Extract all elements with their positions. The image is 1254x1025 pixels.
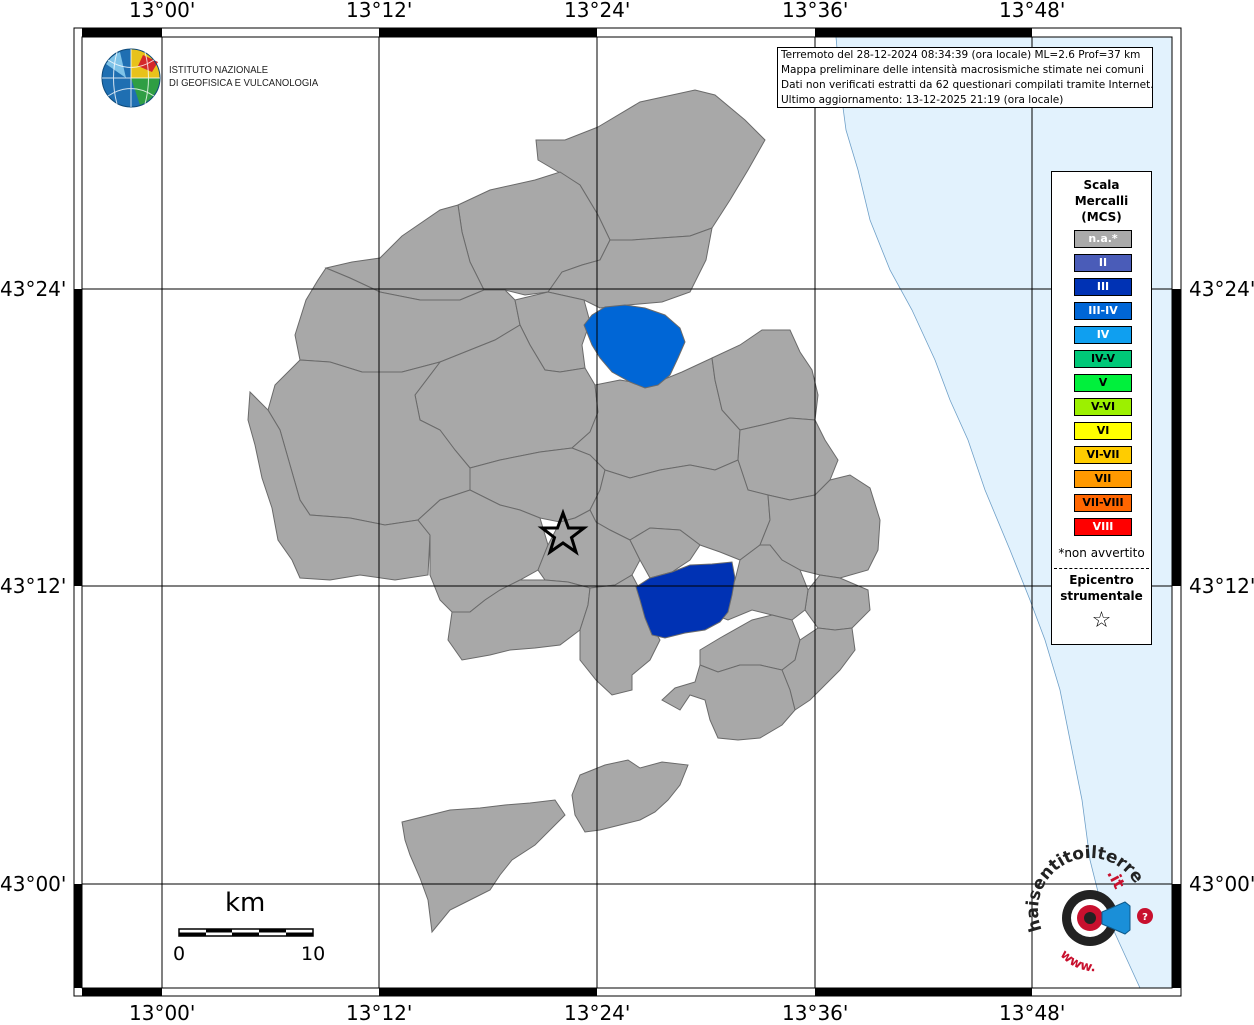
map-frame: [73, 27, 1182, 997]
lon-label-top-3: 13°24': [564, 0, 631, 22]
event-info-box: Terremoto del 28-12-2024 08:34:39 (ora l…: [777, 47, 1153, 108]
comuni-not-felt: [247, 89, 881, 934]
lat-label-left-2: 43°12': [0, 574, 67, 598]
lon-label-top-1: 13°00': [129, 0, 196, 22]
scale-unit: km: [225, 888, 266, 918]
legend-swatch-12: VIII: [1074, 518, 1132, 536]
lon-label-top-2: 13°12': [346, 0, 413, 22]
lon-label-top-5: 13°48': [999, 0, 1066, 22]
lon-label-bottom-2: 13°12': [346, 1001, 413, 1025]
legend-note: *non avvertito: [1058, 546, 1145, 560]
legend-epicenter-line2: strumentale: [1060, 589, 1143, 603]
legend-title-line1: Scala: [1083, 178, 1120, 192]
scale-bar: [178, 928, 314, 937]
ingv-logo-line2: DI GEOFISICA E VULCANOLOGIA: [169, 77, 319, 89]
legend-swatch-7: V-VI: [1074, 398, 1132, 416]
lat-label-left-1: 43°24': [0, 277, 67, 301]
scale-end: 10: [301, 943, 326, 965]
legend-title: Scala Mercalli (MCS): [1052, 177, 1151, 225]
legend-swatch-4: IV: [1074, 326, 1132, 344]
scale-start: 0: [173, 943, 186, 965]
legend-swatch-10: VII: [1074, 470, 1132, 488]
ingv-globe-icon: [101, 48, 161, 108]
legend-swatch-5: IV-V: [1074, 350, 1132, 368]
legend-title-line3: (MCS): [1081, 210, 1122, 224]
graticule: [82, 37, 1172, 988]
event-info-line3: Dati non verificati estratti da 62 quest…: [781, 79, 1153, 91]
lon-label-bottom-4: 13°36': [782, 1001, 849, 1025]
epicenter-star-icon: [537, 508, 589, 556]
legend-epicenter-label: Epicentro strumentale: [1052, 572, 1151, 604]
comune-intensity-iii-iv: [583, 304, 686, 389]
legend-title-line2: Mercalli: [1074, 194, 1129, 208]
lon-label-top-4: 13°36': [782, 0, 849, 22]
svg-text:www.: www.: [1057, 947, 1096, 975]
event-info-line4: Ultimo aggiornamento: 13-12-2025 21:19 (…: [781, 94, 1064, 106]
legend-swatch-11: VII-VIII: [1074, 494, 1132, 512]
lon-label-bottom-3: 13°24': [564, 1001, 631, 1025]
event-info-line2: Mappa preliminare delle intensità macros…: [781, 64, 1144, 76]
legend-epicenter-line1: Epicentro: [1069, 573, 1134, 587]
legend-separator: [1054, 568, 1149, 569]
ingv-logo-text: ISTITUTO NAZIONALE DI GEOFISICA E VULCAN…: [169, 64, 318, 90]
comune-intensity-iii: [635, 561, 736, 639]
event-info-line1: Terremoto del 28-12-2024 08:34:39 (ora l…: [781, 49, 1141, 61]
watermark-www: www.: [1057, 947, 1096, 975]
legend-swatch-9: VI-VII: [1074, 446, 1132, 464]
lat-label-right-2: 43°12': [1189, 574, 1254, 598]
legend-swatch-3: III-IV: [1074, 302, 1132, 320]
lat-label-right-1: 43°24': [1189, 277, 1254, 301]
lon-label-bottom-5: 13°48': [999, 1001, 1066, 1025]
legend-swatch-1: II: [1074, 254, 1132, 272]
legend-swatch-2: III: [1074, 278, 1132, 296]
legend-swatch-0: n.a.*: [1074, 230, 1132, 248]
lat-label-left-3: 43°00': [0, 872, 67, 896]
legend-swatch-8: VI: [1074, 422, 1132, 440]
legend-star-icon: ☆: [1091, 608, 1112, 633]
svg-text:?: ?: [1142, 912, 1148, 923]
mcs-legend: Scala Mercalli (MCS) n.a.* II III III-IV IV I…: [1051, 171, 1152, 645]
ingv-logo-line1: ISTITUTO NAZIONALE: [169, 64, 269, 76]
lat-label-right-3: 43°00': [1189, 872, 1254, 896]
legend-swatch-6: V: [1074, 374, 1132, 392]
lon-label-bottom-1: 13°00': [129, 1001, 196, 1025]
